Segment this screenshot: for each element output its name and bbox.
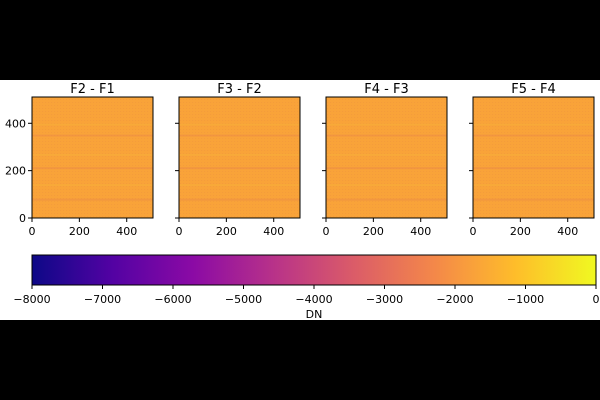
heatmap-band — [326, 153, 447, 156]
x-tick-label: 200 — [510, 225, 531, 238]
heatmap-band — [32, 184, 153, 187]
panel-title: F4 - F3 — [364, 82, 408, 97]
heatmap-band — [473, 167, 594, 170]
y-tick-label: 0 — [19, 212, 26, 225]
heatmap-band — [326, 184, 447, 187]
heatmap-band — [326, 167, 447, 170]
axes-frame — [325, 96, 448, 219]
heatmap-band — [179, 167, 300, 170]
panel-4: F5 - F4 0 200 400 — [469, 82, 595, 238]
x-tick-label: 0 — [176, 225, 183, 238]
colorbar-gradient — [32, 255, 596, 285]
heatmap-texture — [179, 97, 300, 218]
panel-2: F3 - F2 0 200 400 — [175, 82, 301, 238]
panel-3: F4 - F3 0 200 400 — [322, 82, 448, 238]
x-tick-label: 0 — [323, 225, 330, 238]
x-tick-label: 200 — [363, 225, 384, 238]
panel-title: F3 - F2 — [217, 82, 261, 97]
colorbar-tick-label: −6000 — [154, 293, 191, 306]
axes-frame — [31, 96, 154, 219]
x-tick-label: 400 — [263, 225, 284, 238]
colorbar-label: DN — [306, 308, 323, 320]
heatmap-band — [32, 134, 153, 137]
heatmap-band — [179, 134, 300, 137]
x-tick-label: 200 — [69, 225, 90, 238]
heatmap-texture — [473, 97, 594, 218]
heatmap-band — [179, 123, 300, 126]
x-tick-label: 200 — [216, 225, 237, 238]
heatmap-band — [473, 198, 594, 201]
colorbar-tick-label: −8000 — [13, 293, 50, 306]
heatmap-band — [326, 123, 447, 126]
heatmap-band — [32, 123, 153, 126]
x-tick-label: 400 — [410, 225, 431, 238]
x-tick-label: 0 — [470, 225, 477, 238]
colorbar-tick-label: 0 — [593, 293, 600, 306]
heatmap-band — [179, 198, 300, 201]
x-tick-label: 400 — [557, 225, 578, 238]
axes-frame — [472, 96, 595, 219]
panel-title: F2 - F1 — [70, 82, 114, 97]
panel-1: F2 - F1 0 200 400 0 200 400 — [5, 82, 154, 238]
colorbar-tick-label: −7000 — [84, 293, 121, 306]
x-tick-label: 0 — [29, 225, 36, 238]
heatmap-texture — [326, 97, 447, 218]
heatmap-band — [32, 198, 153, 201]
colorbar-tick-label: −1000 — [507, 293, 544, 306]
colorbar-tick-label: −2000 — [436, 293, 473, 306]
y-tick-label: 200 — [5, 165, 26, 178]
colorbar-tick-label: −4000 — [295, 293, 332, 306]
axes-frame — [178, 96, 301, 219]
panel-title: F5 - F4 — [511, 82, 555, 97]
heatmap-texture — [32, 97, 153, 218]
heatmap-band — [326, 134, 447, 137]
y-tick-label: 400 — [5, 117, 26, 130]
heatmap-band — [473, 153, 594, 156]
heatmap-band — [473, 134, 594, 137]
heatmap-band — [32, 153, 153, 156]
heatmap-band — [473, 123, 594, 126]
x-tick-label: 400 — [116, 225, 137, 238]
figure: F2 - F1 0 200 400 0 200 400 F3 - F2 0 200 400 F4 - … — [0, 80, 600, 321]
heatmap-band — [326, 198, 447, 201]
colorbar-tick-label: −5000 — [225, 293, 262, 306]
colorbar-tick-label: −3000 — [366, 293, 403, 306]
heatmap-band — [179, 153, 300, 156]
heatmap-band — [179, 184, 300, 187]
heatmap-band — [32, 167, 153, 170]
heatmap-band — [473, 184, 594, 187]
